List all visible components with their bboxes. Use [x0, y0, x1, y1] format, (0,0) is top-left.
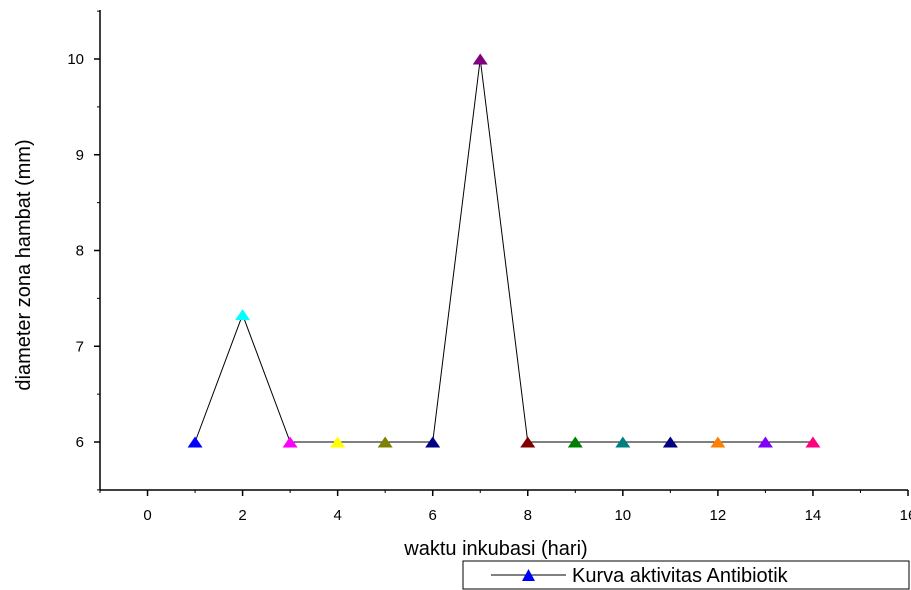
data-point-marker — [425, 436, 441, 448]
y-axis-title: diameter zona hambat (mm) — [13, 139, 35, 390]
data-point-marker — [377, 436, 393, 448]
data-markers — [187, 53, 821, 448]
x-tick-label: 12 — [710, 507, 727, 524]
data-point-marker — [805, 436, 821, 448]
data-point-marker — [235, 309, 251, 321]
x-tick-label: 0 — [143, 507, 151, 524]
legend-marker — [522, 569, 535, 581]
data-point-marker — [187, 436, 203, 448]
x-tick-label: 8 — [524, 507, 532, 524]
data-point-marker — [282, 436, 298, 448]
legend-label: Kurva aktivitas Antibiotik — [572, 565, 789, 587]
data-point-marker — [757, 436, 773, 448]
y-tick-label: 7 — [76, 338, 84, 355]
data-point-marker — [710, 436, 726, 448]
y-tick-label: 8 — [76, 243, 84, 260]
x-tick-label: 2 — [238, 507, 246, 524]
x-tick-label: 16 — [900, 507, 911, 524]
data-point-marker — [520, 436, 536, 448]
y-tick-label: 9 — [76, 147, 84, 164]
x-axis-title: waktu inkubasi (hari) — [403, 538, 587, 560]
data-point-marker — [615, 436, 631, 448]
x-tick-label: 4 — [333, 507, 341, 524]
series-polyline — [194, 58, 813, 443]
y-tick-label: 6 — [76, 434, 84, 451]
y-ticks: 6 7 8 9 10 — [67, 10, 100, 491]
series-line — [194, 58, 813, 443]
x-tick-label: 6 — [429, 507, 437, 524]
legend: Kurva aktivitas Antibiotik — [462, 560, 910, 590]
x-tick-label: 14 — [805, 507, 822, 524]
data-point-marker — [567, 436, 583, 448]
data-point-marker — [330, 436, 346, 448]
x-ticks: 0 2 4 6 8 10 12 14 16 — [99, 490, 911, 524]
data-point-marker — [662, 436, 678, 448]
y-tick-label: 10 — [67, 51, 84, 68]
data-point-marker — [472, 53, 488, 65]
x-tick-label: 10 — [614, 507, 631, 524]
